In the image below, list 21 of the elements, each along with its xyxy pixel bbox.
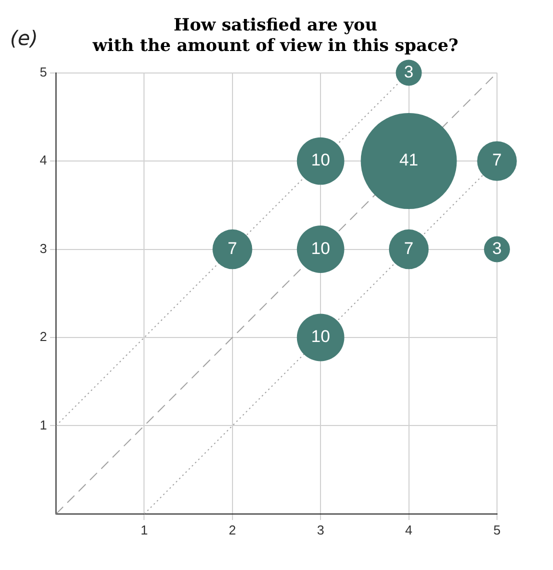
y-tick-label: 2 xyxy=(40,329,48,344)
data-label: 10 xyxy=(311,327,330,346)
y-tick-label: 5 xyxy=(40,64,48,80)
data-label: 3 xyxy=(492,238,502,258)
data-label: 7 xyxy=(228,238,238,258)
text: (e) xyxy=(10,26,38,50)
y-tick-label: 1 xyxy=(40,417,48,432)
chart-title: How satisfied are you with the amount of view in this space? xyxy=(92,16,458,56)
y-tick-label: 3 xyxy=(40,240,48,256)
data-label: 7 xyxy=(492,150,502,170)
data-label: 3 xyxy=(404,62,414,82)
x-tick-label: 2 xyxy=(228,522,236,538)
x-tick-label: 1 xyxy=(140,522,148,538)
x-tick-label: 4 xyxy=(405,522,412,538)
y-tick-label: 4 xyxy=(40,152,48,168)
x-tick-label: 5 xyxy=(493,522,501,538)
data-label: 10 xyxy=(311,150,330,170)
x-tick-label: 3 xyxy=(316,522,324,538)
data-label: 41 xyxy=(399,150,418,170)
data-label: 7 xyxy=(404,238,414,258)
data-label: 10 xyxy=(311,238,330,258)
